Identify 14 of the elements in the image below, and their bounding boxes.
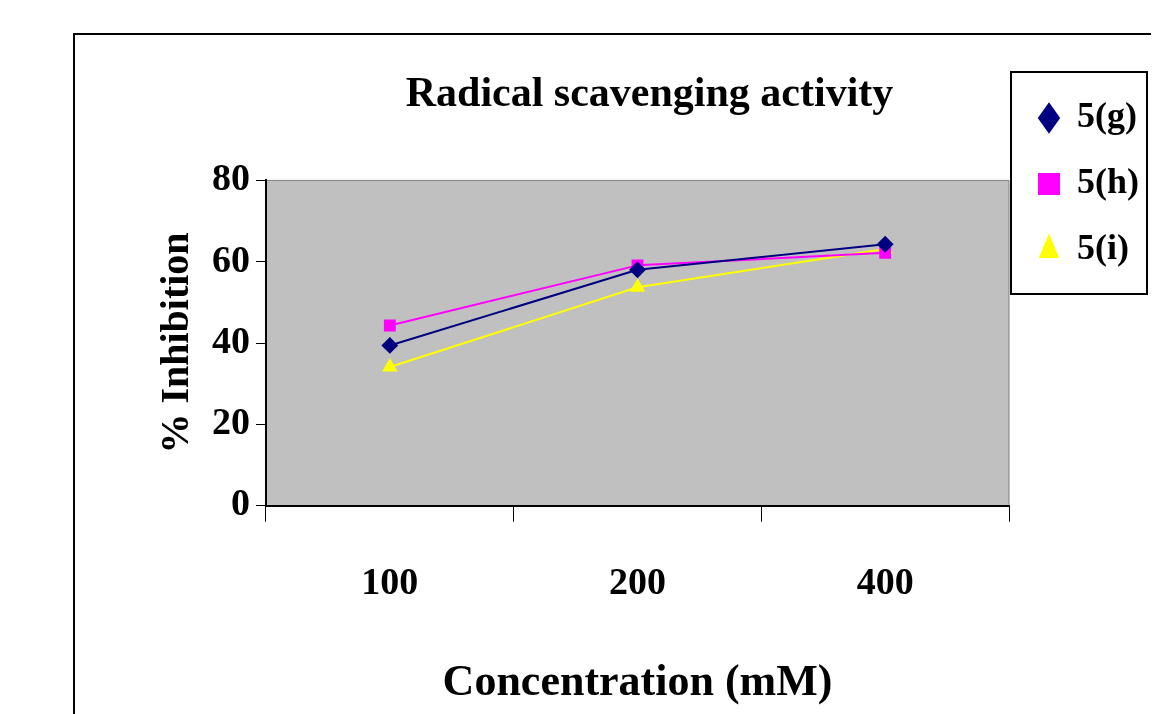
- x-tick-label: 100: [361, 560, 419, 603]
- y-axis-title: % Inhibition: [152, 232, 198, 454]
- x-tick-label: 200: [609, 560, 666, 603]
- legend-label: 5(h): [1077, 161, 1139, 202]
- chart-title: Radical scavenging activity: [405, 69, 894, 116]
- legend-label: 5(i): [1077, 227, 1129, 268]
- y-tick-label: 40: [212, 318, 250, 361]
- legend-label: 5(g): [1077, 95, 1137, 136]
- y-tick-label: 20: [212, 400, 250, 443]
- y-tick-label: 60: [212, 237, 250, 280]
- y-tick-label: 0: [231, 481, 250, 524]
- y-tick-label: 80: [212, 156, 250, 199]
- x-tick-label: 400: [856, 560, 914, 603]
- x-axis-title: Concentration (mM): [442, 655, 833, 705]
